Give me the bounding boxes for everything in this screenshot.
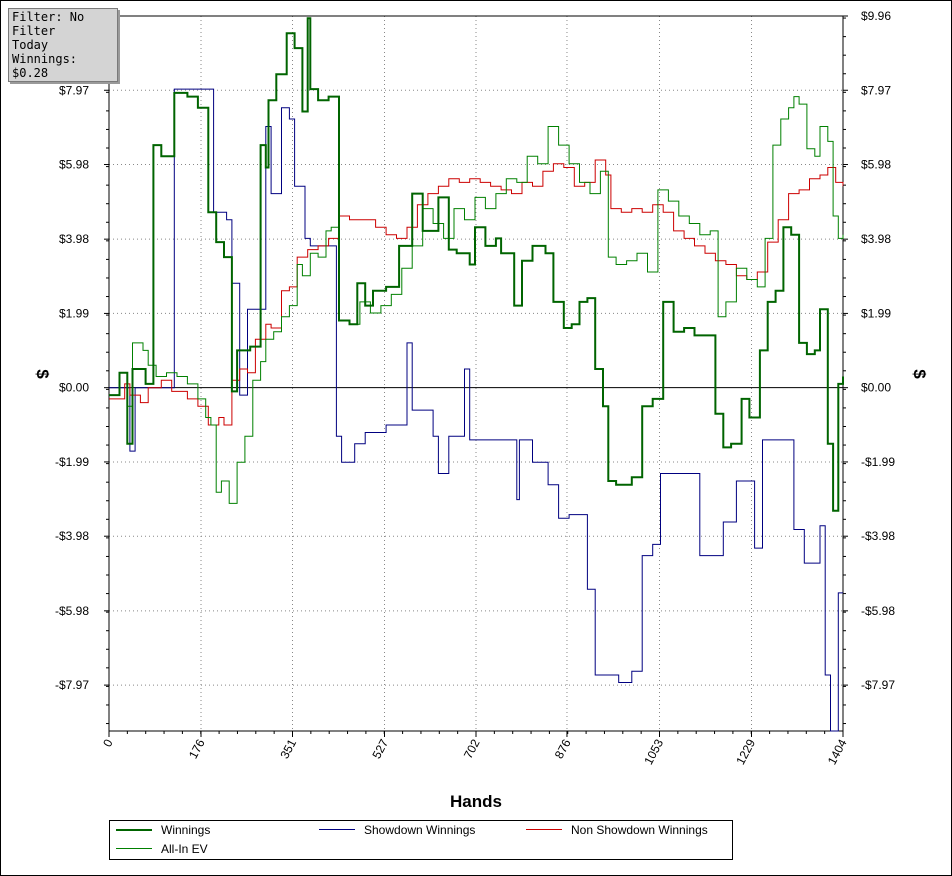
y-tick-label-left: -$7.97 (55, 678, 89, 692)
y-tick-label-right: $7.97 (861, 83, 891, 97)
x-tick-label: 0 (100, 737, 116, 750)
y-tick-label-right: $5.98 (861, 158, 891, 172)
date-range-label: Today (12, 38, 49, 52)
series-layer (109, 17, 844, 732)
y-axis-title-right: $ (910, 369, 929, 379)
series-line-non-showdown-winnings (109, 159, 844, 426)
y-tick-label-left: $1.99 (59, 306, 89, 320)
x-tick-label: 702 (461, 737, 483, 762)
y-tick-label-right: $3.98 (861, 232, 891, 246)
legend-swatch-winnings (116, 829, 152, 831)
series-line-winnings (109, 17, 844, 512)
x-tick-label: 1229 (733, 737, 758, 767)
filter-info-box: Filter: No Filter Today Winnings: $0.28 (8, 8, 118, 82)
legend-swatch-all-in-ev (116, 848, 152, 849)
y-tick-label-left: -$3.98 (55, 529, 89, 543)
grid-layer (109, 15, 843, 731)
y-tick-label-right: $1.99 (861, 306, 891, 320)
legend-label-non-showdown-winnings: Non Showdown Winnings (571, 823, 708, 837)
legend-label-winnings: Winnings (161, 823, 211, 837)
legend-swatch-showdown-winnings (319, 829, 355, 830)
y-tick-label-left: $7.97 (59, 83, 89, 97)
y-tick-label-left: $0.00 (59, 381, 89, 395)
y-tick-label-left: -$1.99 (55, 455, 89, 469)
x-axis-title: Hands (450, 792, 502, 811)
x-tick-label: 527 (369, 737, 391, 762)
x-tick-label: 1053 (641, 737, 666, 767)
x-tick-label: 876 (552, 737, 574, 762)
y-tick-label-right: -$3.98 (861, 529, 895, 543)
y-tick-label-right: -$7.97 (861, 678, 895, 692)
legend-swatch-non-showdown-winnings (526, 829, 562, 830)
x-tick-label: 1404 (825, 737, 850, 767)
y-tick-label-right: $9.96 (861, 9, 891, 23)
legend-label-showdown-winnings: Showdown Winnings (364, 823, 476, 837)
y-tick-label-left: $3.98 (59, 232, 89, 246)
y-tick-label-left: $5.98 (59, 158, 89, 172)
series-line-all-in-ev (109, 96, 844, 504)
y-tick-label-right: $0.00 (861, 381, 891, 395)
y-tick-label-right: -$1.99 (861, 455, 895, 469)
total-winnings-label: Winnings: $0.28 (12, 52, 78, 80)
x-tick-label: 176 (186, 737, 208, 762)
legend-label-all-in-ev: All-In EV (161, 842, 208, 856)
y-tick-label-right: -$5.98 (861, 604, 895, 618)
series-line-showdown-winnings (109, 88, 843, 732)
x-tick-label: 351 (277, 737, 299, 762)
y-axis-title-left: $ (33, 369, 52, 379)
filter-label: Filter: No Filter (12, 10, 85, 38)
plot-area-border (108, 15, 844, 732)
y-tick-label-left: -$5.98 (55, 604, 89, 618)
chart-legend: Winnings Showdown Winnings Non Showdown … (109, 820, 733, 860)
